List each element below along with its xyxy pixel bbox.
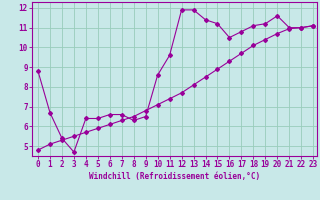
X-axis label: Windchill (Refroidissement éolien,°C): Windchill (Refroidissement éolien,°C) [89,172,260,181]
